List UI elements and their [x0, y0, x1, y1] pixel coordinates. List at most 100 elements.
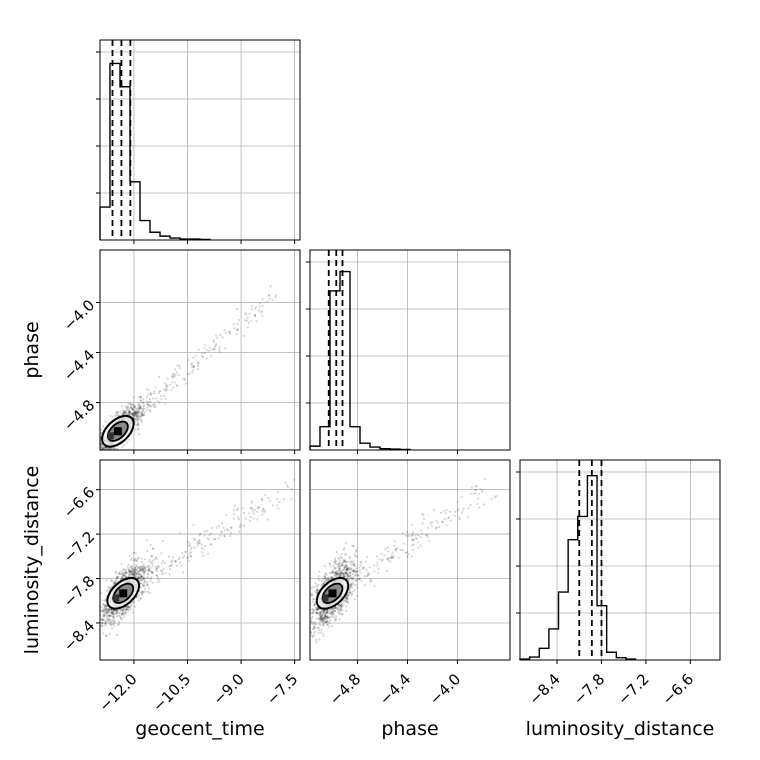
- sample-point: [161, 539, 164, 543]
- sample-point: [145, 400, 148, 403]
- sample-point: [142, 565, 145, 568]
- sample-point: [406, 555, 409, 558]
- sample-point: [135, 424, 138, 427]
- sample-point: [140, 575, 143, 578]
- sample-point: [253, 313, 256, 317]
- sample-point: [155, 557, 158, 560]
- sample-point: [196, 544, 199, 547]
- sample-point: [137, 414, 140, 417]
- sample-point: [127, 413, 130, 416]
- sample-point: [334, 617, 337, 621]
- sample-point: [411, 539, 414, 542]
- sample-point: [114, 570, 117, 573]
- sample-point: [243, 524, 246, 527]
- sample-point: [104, 607, 107, 610]
- sample-point: [103, 606, 107, 609]
- sample-point: [163, 561, 166, 565]
- sample-point: [130, 407, 133, 410]
- sample-point: [109, 620, 112, 623]
- sample-point: [357, 574, 360, 577]
- sample-point: [119, 410, 122, 414]
- sample-point: [323, 620, 326, 623]
- sample-point: [141, 568, 144, 571]
- sample-point: [232, 513, 236, 516]
- sample-point: [258, 309, 261, 312]
- sample-point: [184, 551, 187, 554]
- sample-point: [105, 608, 108, 611]
- sample-point: [224, 331, 227, 335]
- sample-point: [250, 507, 253, 510]
- sample-point: [193, 546, 196, 549]
- sample-point: [346, 600, 349, 603]
- sample-point: [131, 565, 134, 568]
- tick-label-y-phase-1: −4.4: [60, 346, 98, 384]
- sample-point: [445, 509, 448, 512]
- sample-point: [146, 591, 150, 594]
- sample-point: [121, 609, 125, 612]
- sample-point: [120, 562, 123, 566]
- sample-point: [122, 412, 125, 415]
- sample-point: [226, 528, 229, 531]
- tick-label-x-geocent-time-1: −10.5: [149, 670, 194, 715]
- sample-point: [282, 498, 286, 501]
- sample-point: [130, 414, 133, 417]
- sample-point: [312, 628, 315, 631]
- sample-point: [104, 619, 107, 622]
- sample-point: [215, 334, 218, 337]
- sample-point: [192, 356, 195, 359]
- sample-point: [252, 512, 255, 515]
- sample-point: [149, 392, 152, 395]
- sample-point: [159, 395, 162, 398]
- sample-point: [326, 609, 329, 613]
- sample-point: [368, 566, 371, 569]
- sample-point: [268, 294, 271, 297]
- sample-point: [320, 583, 323, 586]
- tick-label-y-phase-2: −4.0: [60, 296, 98, 334]
- sample-point: [359, 561, 362, 564]
- sample-point: [221, 522, 224, 525]
- sample-point: [128, 554, 131, 557]
- sample-point: [125, 413, 128, 416]
- sample-point: [134, 428, 137, 431]
- sample-point: [186, 557, 189, 560]
- sample-point: [164, 572, 167, 575]
- sample-point: [311, 600, 314, 603]
- sample-point: [448, 510, 452, 513]
- scatter-points-phase-luminosity-distance: [309, 478, 498, 644]
- sample-point: [103, 609, 107, 612]
- sample-point: [147, 403, 150, 406]
- sample-point: [137, 403, 140, 406]
- sample-point: [137, 572, 140, 576]
- sample-point: [235, 333, 238, 336]
- sample-point: [391, 551, 394, 554]
- sample-point: [133, 574, 136, 577]
- sample-point: [344, 553, 347, 556]
- sample-point: [133, 601, 136, 604]
- sample-point: [237, 518, 241, 521]
- sample-point: [212, 341, 215, 344]
- sample-point: [140, 410, 143, 413]
- sample-point: [474, 485, 477, 488]
- sample-point: [258, 305, 261, 308]
- sample-point: [164, 388, 167, 392]
- sample-point: [137, 406, 140, 410]
- sample-point: [142, 414, 145, 417]
- sample-point: [313, 604, 316, 607]
- sample-point: [338, 618, 341, 621]
- sample-point: [131, 412, 134, 415]
- sample-point: [141, 413, 144, 416]
- sample-point: [356, 587, 359, 590]
- sample-point: [124, 411, 127, 414]
- sample-point: [160, 397, 163, 401]
- sample-point: [186, 373, 189, 376]
- sample-point: [275, 504, 279, 507]
- sample-point: [100, 592, 103, 595]
- sample-point: [139, 396, 143, 399]
- sample-point: [214, 345, 217, 348]
- sample-point: [261, 304, 264, 307]
- sample-point: [385, 570, 389, 573]
- sample-point: [110, 615, 113, 618]
- sample-point: [381, 559, 384, 563]
- sample-point: [337, 557, 340, 560]
- sample-point: [477, 497, 480, 500]
